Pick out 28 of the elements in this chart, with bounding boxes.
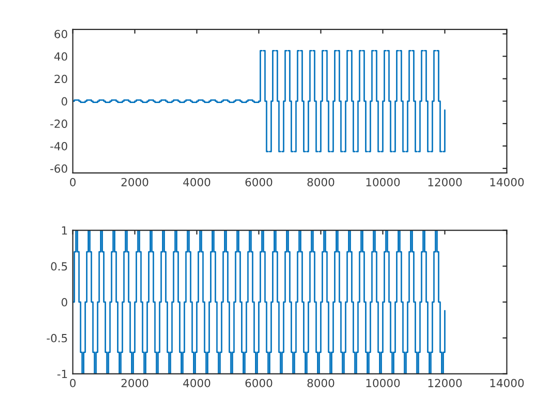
y-tick-label: 1 <box>62 226 67 235</box>
x-tick-label: 2000 <box>121 378 148 388</box>
x-tick-label: 12000 <box>428 378 462 388</box>
y-tick-label: -60 <box>50 164 68 173</box>
x-tick-label: 2000 <box>121 178 148 186</box>
y-tick-label: -1 <box>57 370 67 378</box>
x-tick-label: 12000 <box>428 178 462 186</box>
y-tick-label: -20 <box>50 120 68 128</box>
x-tick-label: 10000 <box>366 178 400 186</box>
y-tick-label: 0.5 <box>51 262 67 271</box>
x-tick-label: 8000 <box>307 178 334 186</box>
x-tick-label: 4000 <box>183 378 210 388</box>
y-tick-label: -0.5 <box>46 334 67 342</box>
x-tick-label: 8000 <box>307 378 334 388</box>
y-tick-label: 0 <box>62 97 68 106</box>
x-tick-label: 0 <box>70 178 76 186</box>
y-tick-label: 20 <box>54 74 68 84</box>
y-tick-label: 60 <box>54 30 68 38</box>
x-tick-label: 4000 <box>183 178 210 186</box>
y-tick-label: 0 <box>62 298 68 306</box>
y-tick-label: -40 <box>50 142 68 150</box>
x-tick-label: 14000 <box>490 178 524 186</box>
x-tick-label: 6000 <box>245 378 272 388</box>
x-tick-label: 14000 <box>490 378 524 388</box>
x-tick-label: 0 <box>70 378 76 388</box>
y-tick-label: 40 <box>54 52 68 61</box>
x-tick-label: 10000 <box>366 378 400 388</box>
x-tick-label: 6000 <box>245 178 272 186</box>
